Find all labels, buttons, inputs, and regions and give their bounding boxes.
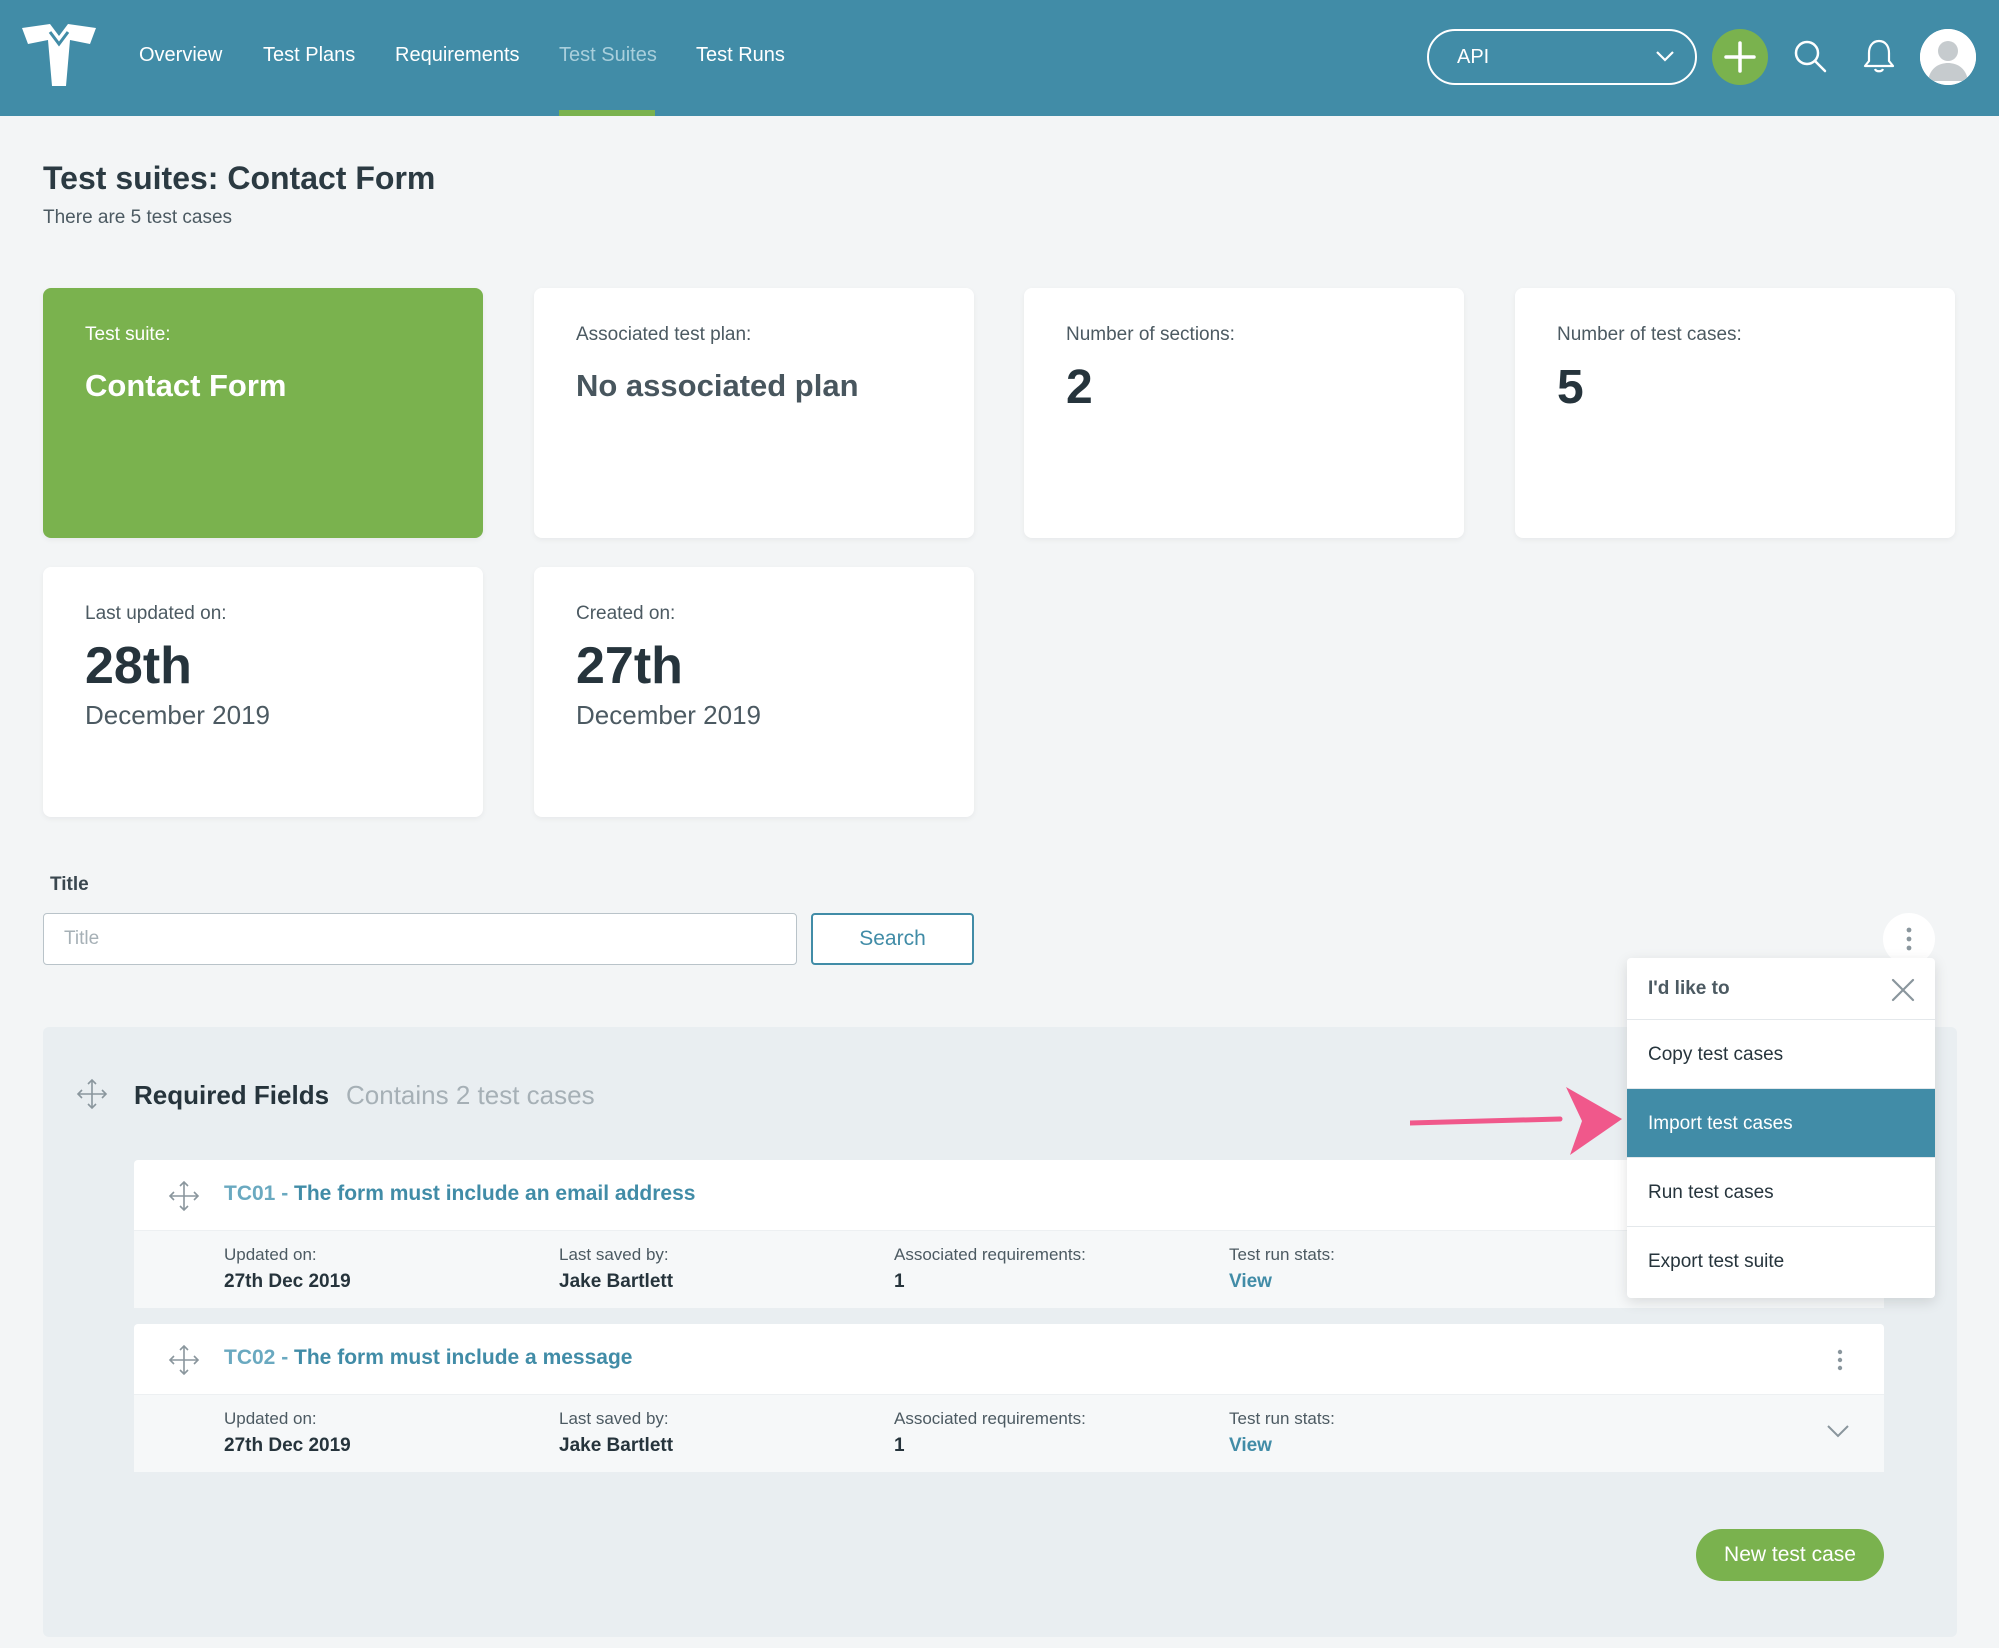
view-stats-link[interactable]: View	[1229, 1271, 1272, 1292]
test-case-title: The form must include an email address	[294, 1182, 696, 1205]
test-suite-card: Test suite: Contact Form	[43, 288, 483, 538]
card-label: Created on:	[576, 603, 676, 624]
new-test-case-button[interactable]: New test case	[1696, 1529, 1884, 1581]
meta-label: Associated requirements:	[894, 1245, 1086, 1264]
menu-item-export-test-suite[interactable]: Export test suite	[1648, 1251, 1785, 1272]
view-stats-link[interactable]: View	[1229, 1435, 1272, 1456]
page-subtitle: There are 5 test cases	[43, 207, 233, 228]
test-case-header: TC01 - The form must include an email ad…	[134, 1160, 1884, 1230]
nav-test-runs[interactable]: Test Runs	[696, 44, 785, 66]
avatar[interactable]	[1920, 29, 1976, 85]
menu-item-copy-test-cases[interactable]: Copy test cases	[1627, 1020, 1935, 1089]
test-run-stats-meta: Test run stats: View	[1229, 1409, 1335, 1457]
test-case-title-link[interactable]: TC02 - The form must include a message	[224, 1346, 632, 1370]
search-icon[interactable]	[1792, 38, 1828, 74]
menu-item-import-test-cases[interactable]: Import test cases	[1627, 1089, 1935, 1158]
updated-on-meta: Updated on: 27th Dec 2019	[224, 1409, 351, 1457]
card-value: 5	[1557, 361, 1584, 414]
meta-label: Updated on:	[224, 1409, 317, 1428]
meta-value: 27th Dec 2019	[224, 1271, 351, 1292]
title-filter-input[interactable]	[43, 913, 797, 965]
nav-overview[interactable]: Overview	[139, 44, 223, 66]
active-tab-indicator	[559, 110, 655, 116]
test-case-row: TC02 - The form must include a message U…	[134, 1324, 1884, 1472]
bell-icon[interactable]	[1861, 38, 1897, 74]
close-icon[interactable]	[1891, 978, 1915, 1002]
nav-requirements[interactable]: Requirements	[395, 44, 520, 66]
meta-value: Jake Bartlett	[559, 1435, 674, 1456]
section-title: Required Fields	[134, 1080, 330, 1110]
meta-label: Associated requirements:	[894, 1409, 1086, 1428]
card-label: Number of test cases:	[1557, 324, 1742, 345]
meta-label: Last saved by:	[559, 1409, 669, 1428]
logo-icon[interactable]	[20, 22, 98, 90]
card-label: Test suite:	[85, 324, 171, 345]
card-label: Associated test plan:	[576, 324, 752, 345]
drag-handle-icon[interactable]	[168, 1344, 200, 1376]
test-case-header: TC02 - The form must include a message	[134, 1324, 1884, 1394]
card-date-month: December 2019	[85, 699, 270, 730]
test-case-row: TC01 - The form must include an email ad…	[134, 1160, 1884, 1308]
menu-item-run-test-cases[interactable]: Run test cases	[1627, 1158, 1935, 1227]
suite-actions-menu: I'd like to Copy test cases Import test …	[1627, 958, 1935, 1298]
add-button[interactable]	[1712, 29, 1768, 85]
project-select[interactable]: API	[1427, 29, 1697, 85]
last-saved-meta: Last saved by: Jake Bartlett	[559, 1245, 673, 1293]
test-run-stats-meta: Test run stats: View	[1229, 1245, 1335, 1293]
meta-value: Jake Bartlett	[559, 1271, 674, 1292]
chevron-down-icon	[1656, 51, 1674, 62]
top-navigation-bar: Overview Test Plans Requirements Test Su…	[0, 0, 1999, 116]
card-date-month: December 2019	[576, 699, 761, 730]
title-filter-label: Title	[50, 874, 89, 895]
test-case-details: Updated on: 27th Dec 2019 Last saved by:…	[134, 1230, 1884, 1308]
requirements-meta: Associated requirements: 1	[894, 1245, 1086, 1293]
test-case-title-link[interactable]: TC01 - The form must include an email ad…	[224, 1182, 695, 1206]
meta-value: 1	[894, 1271, 905, 1292]
card-date-day: 28th	[85, 637, 192, 695]
meta-label: Test run stats:	[1229, 1245, 1335, 1264]
nav-test-plans[interactable]: Test Plans	[263, 44, 356, 66]
kebab-icon[interactable]	[1836, 1348, 1844, 1372]
card-value: Contact Form	[85, 368, 287, 403]
meta-label: Updated on:	[224, 1245, 317, 1264]
card-label: Number of sections:	[1066, 324, 1235, 345]
test-cases-count-card: Number of test cases: 5	[1515, 288, 1955, 538]
nav-test-suites[interactable]: Test Suites	[559, 44, 657, 66]
chevron-down-icon[interactable]	[1826, 1423, 1850, 1439]
drag-handle-icon[interactable]	[76, 1078, 108, 1110]
meta-label: Test run stats:	[1229, 1409, 1335, 1428]
meta-value: 1	[894, 1435, 905, 1456]
menu-header: I'd like to	[1627, 958, 1935, 1020]
sections-count-card: Number of sections: 2	[1024, 288, 1464, 538]
card-value: 2	[1066, 361, 1093, 414]
title-separator: -	[275, 1182, 295, 1205]
updated-on-meta: Updated on: 27th Dec 2019	[224, 1245, 351, 1293]
arrow-annotation	[1410, 1087, 1622, 1155]
last-saved-meta: Last saved by: Jake Bartlett	[559, 1409, 673, 1457]
test-case-details: Updated on: 27th Dec 2019 Last saved by:…	[134, 1394, 1884, 1472]
last-updated-card: Last updated on: 28th December 2019	[43, 567, 483, 817]
card-date-day: 27th	[576, 637, 683, 695]
test-case-id: TC02	[224, 1346, 276, 1369]
associated-plan-card: Associated test plan: No associated plan	[534, 288, 974, 538]
section-case-count: Contains 2 test cases	[346, 1080, 595, 1110]
card-value: No associated plan	[576, 368, 859, 403]
page-title: Test suites: Contact Form	[43, 160, 436, 196]
plus-icon	[1724, 41, 1756, 73]
test-case-title: The form must include a message	[294, 1346, 633, 1369]
user-icon	[1920, 29, 1976, 85]
test-case-id: TC01	[224, 1182, 276, 1205]
kebab-icon	[1906, 927, 1912, 951]
meta-value: 27th Dec 2019	[224, 1435, 351, 1456]
requirements-meta: Associated requirements: 1	[894, 1409, 1086, 1457]
created-on-card: Created on: 27th December 2019	[534, 567, 974, 817]
title-separator: -	[275, 1346, 295, 1369]
search-button[interactable]: Search	[811, 913, 974, 965]
card-label: Last updated on:	[85, 603, 227, 624]
meta-label: Last saved by:	[559, 1245, 669, 1264]
drag-handle-icon[interactable]	[168, 1180, 200, 1212]
menu-title: I'd like to	[1648, 978, 1730, 999]
project-select-value: API	[1457, 46, 1490, 68]
suite-options-button[interactable]	[1883, 913, 1935, 965]
